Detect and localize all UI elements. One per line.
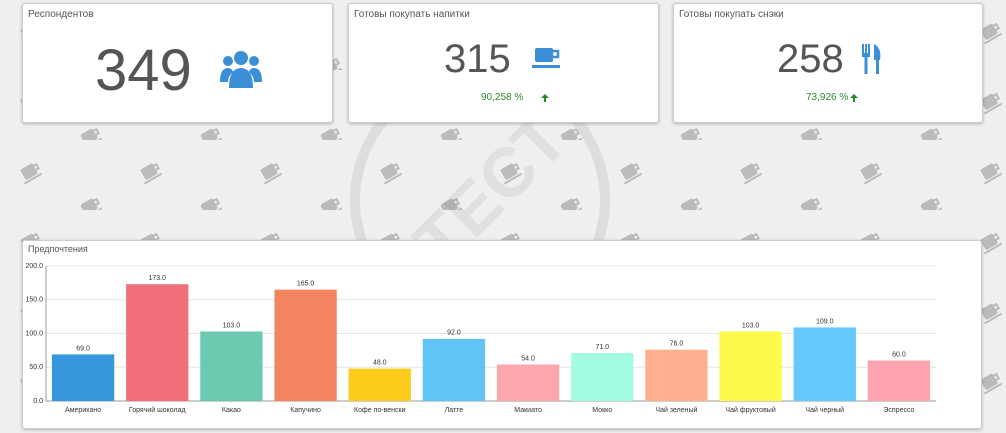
x-tick-label: Макиато	[514, 407, 542, 414]
x-tick-label: Горячий шоколад	[129, 406, 186, 414]
card-title: Респондентов	[28, 9, 94, 20]
kpi-card: Готовы покупать снэки 258 73,926 %	[673, 3, 983, 123]
value-label: 48.0	[373, 359, 387, 366]
bar	[496, 364, 560, 401]
y-tick-label: 150.0	[25, 297, 43, 304]
x-tick-label: Чай зеленый	[655, 406, 697, 414]
x-tick-label: Американо	[65, 407, 101, 414]
value-label: 92.0	[447, 330, 461, 337]
y-tick-label: 200.0	[25, 263, 43, 270]
bar	[719, 331, 782, 401]
x-tick-label: Какао	[222, 407, 241, 414]
change-value: 73,926 %	[806, 92, 849, 103]
x-tick-label: Латте	[445, 407, 464, 414]
bar	[422, 338, 486, 401]
kpi-card: Респондентов 349	[22, 3, 333, 123]
value-label: 173.0	[148, 275, 166, 282]
bar	[571, 353, 634, 401]
x-tick-label: Мокко	[592, 407, 612, 414]
people-icon	[220, 51, 262, 88]
y-tick-label: 0.0	[33, 398, 43, 405]
kpi-card: Готовы покупать напитки 315 90,258 %	[348, 3, 659, 123]
value-label: 109.0	[816, 318, 834, 325]
bar	[793, 327, 856, 401]
x-tick-label: Чай черный	[805, 406, 844, 414]
card-value: 315	[444, 37, 511, 81]
chart: 0.0 50.0 100.0 150.0 200.0 Американо 69.0 Горяч…	[25, 263, 936, 414]
chart-title: Предпочтения	[28, 244, 88, 254]
card-title: Готовы покупать напитки	[354, 9, 470, 20]
bar	[274, 289, 337, 401]
bar	[867, 360, 931, 401]
y-tick-label: 100.0	[25, 330, 43, 337]
bar	[51, 354, 115, 401]
x-tick-label: Эспрессо	[883, 407, 914, 414]
x-tick-label: Кофе по-венски	[354, 407, 406, 414]
value-label: 54.0	[521, 355, 535, 362]
card-value: 258	[777, 37, 844, 81]
chart-panel: Предпочтения 0.0 50.0 100.0 150.0 200.0 Амери…	[22, 240, 982, 429]
value-label: 76.0	[670, 341, 684, 348]
card-title: Готовы покупать снэки	[679, 9, 784, 20]
up-arrow	[541, 94, 549, 102]
y-tick-label: 50.0	[29, 364, 43, 371]
bar	[126, 284, 189, 401]
up-arrow	[850, 94, 858, 102]
value-label: 103.0	[742, 322, 760, 329]
x-tick-label: Чай фруктовый	[725, 406, 775, 414]
bar	[645, 349, 708, 401]
value-label: 103.0	[223, 322, 241, 329]
value-label: 165.0	[297, 280, 315, 287]
bar	[200, 331, 263, 401]
value-label: 71.0	[595, 344, 609, 351]
value-label: 60.0	[892, 351, 906, 358]
x-tick-label: Капучино	[290, 407, 321, 414]
cutlery-icon	[862, 44, 881, 74]
change-value: 90,258 %	[481, 92, 524, 103]
cup-icon	[532, 48, 560, 68]
value-label: 69.0	[76, 345, 90, 352]
card-value: 349	[95, 38, 192, 103]
bar	[348, 368, 411, 401]
